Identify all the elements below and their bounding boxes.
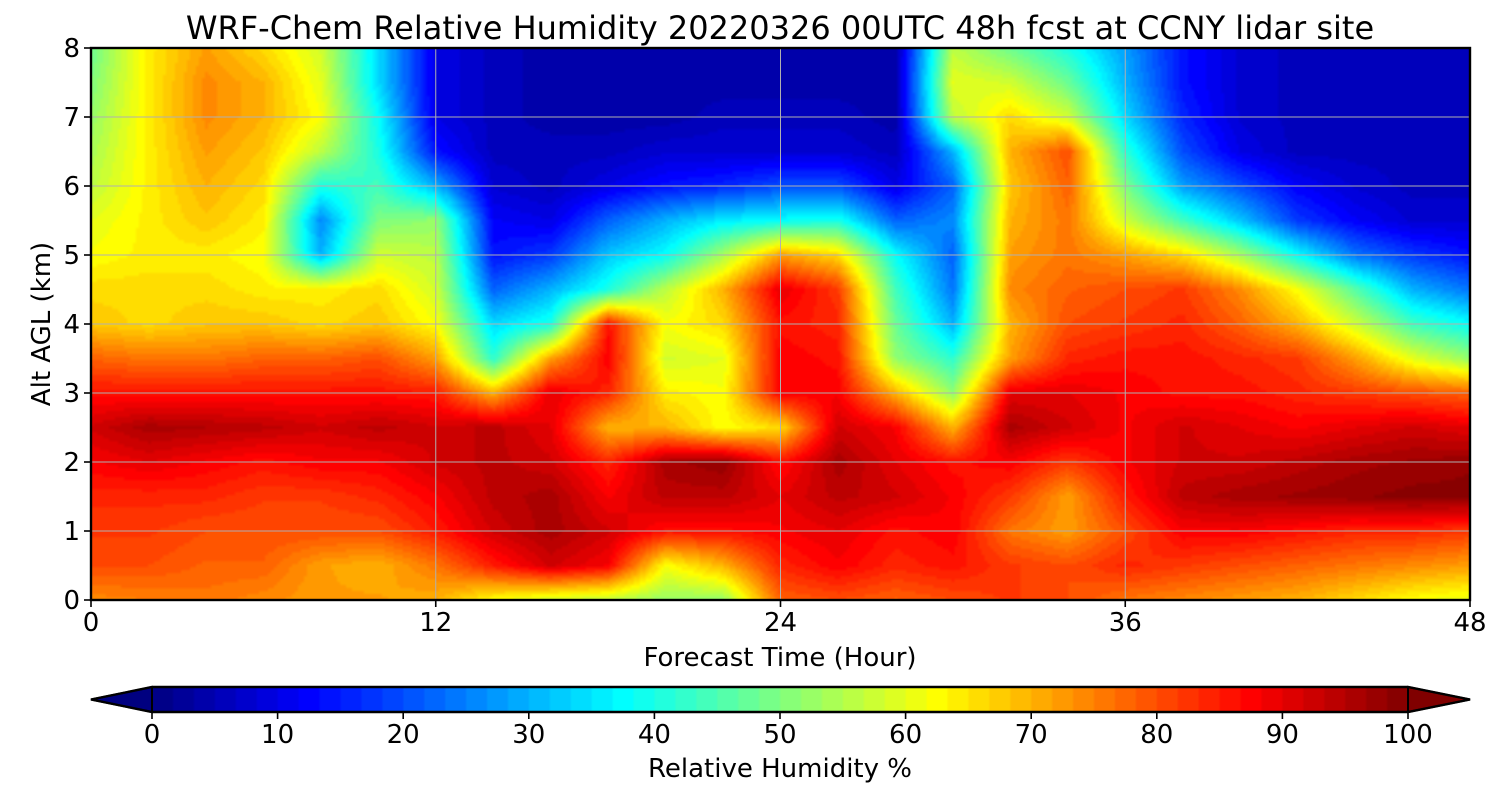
y-tick-label: 0 bbox=[63, 586, 80, 616]
colorbar-ticks: 0 10 20 30 40 50 60 70 80 90 100 bbox=[144, 712, 1433, 750]
x-axis-ticks: 0 12 24 36 48 bbox=[83, 600, 1487, 638]
x-tick-label: 36 bbox=[1109, 608, 1142, 638]
colorbar-tick-label: 70 bbox=[1015, 720, 1048, 750]
colorbar-extend-min bbox=[90, 685, 153, 714]
chart-title: WRF-Chem Relative Humidity 20220326 00UT… bbox=[186, 9, 1374, 47]
y-tick-label: 4 bbox=[63, 310, 80, 340]
colorbar-tick-label: 20 bbox=[387, 720, 420, 750]
colorbar-label: Relative Humidity % bbox=[648, 754, 912, 784]
colorbar-tick-label: 50 bbox=[763, 720, 796, 750]
y-axis-label: Alt AGL (km) bbox=[27, 242, 57, 406]
x-tick-label: 0 bbox=[83, 608, 100, 638]
colorbar-tick-label: 100 bbox=[1383, 720, 1433, 750]
y-tick-label: 5 bbox=[63, 241, 80, 271]
colorbar-tick-label: 80 bbox=[1140, 720, 1173, 750]
colorbar-tick-label: 90 bbox=[1266, 720, 1299, 750]
y-tick-label: 8 bbox=[63, 34, 80, 64]
colorbar: 0 10 20 30 40 50 60 70 80 90 100 Relative Humidity… bbox=[90, 685, 1471, 784]
y-tick-label: 6 bbox=[63, 172, 80, 202]
colorbar-tick-label: 40 bbox=[638, 720, 671, 750]
colorbar-tick-label: 0 bbox=[144, 720, 161, 750]
colorbar-tick-label: 10 bbox=[261, 720, 294, 750]
y-axis-ticks: 0 1 2 3 4 5 6 7 8 bbox=[63, 34, 91, 616]
x-tick-label: 12 bbox=[419, 608, 452, 638]
x-tick-label: 24 bbox=[764, 608, 797, 638]
y-tick-label: 7 bbox=[63, 103, 80, 133]
y-tick-label: 3 bbox=[63, 379, 80, 409]
y-tick-label: 1 bbox=[63, 517, 80, 547]
colorbar-tick-label: 30 bbox=[512, 720, 545, 750]
colorbar-tick-label: 60 bbox=[889, 720, 922, 750]
plot-frame bbox=[89, 46, 1472, 602]
colorbar-extend-max bbox=[1407, 685, 1471, 714]
x-axis-label: Forecast Time (Hour) bbox=[643, 643, 916, 673]
x-tick-label: 48 bbox=[1453, 608, 1486, 638]
colorbar-gradient bbox=[152, 687, 1408, 712]
y-tick-label: 2 bbox=[63, 448, 80, 478]
